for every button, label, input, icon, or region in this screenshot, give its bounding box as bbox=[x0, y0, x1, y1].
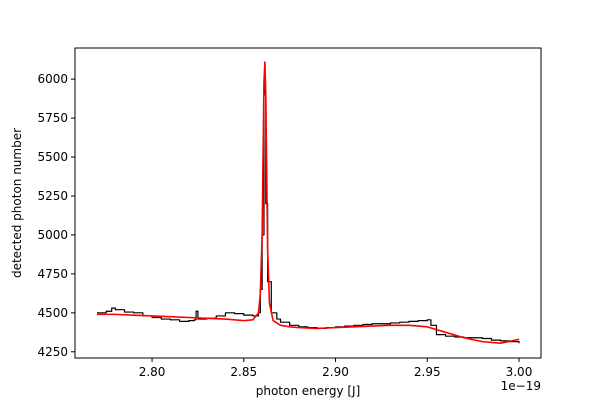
x-tick-label: 2.95 bbox=[414, 365, 441, 379]
fit-line bbox=[97, 61, 520, 344]
ticks-layer: 2.80 2.85 2.90 2.95 3.00 4250 4500 4750 5000 5250… bbox=[37, 72, 532, 379]
y-tick-label: 5500 bbox=[37, 150, 68, 164]
y-tick-label: 5250 bbox=[37, 189, 68, 203]
y-tick-label: 6000 bbox=[37, 72, 68, 86]
y-tick-label: 5750 bbox=[37, 111, 68, 125]
x-axis-label: photon energy [J] bbox=[256, 384, 361, 398]
y-tick-label: 4250 bbox=[37, 345, 68, 359]
x-axis-offset-label: 1e−19 bbox=[501, 379, 541, 393]
y-axis-label: detected photon number bbox=[10, 128, 24, 278]
y-tick-label: 5000 bbox=[37, 228, 68, 242]
y-tick-label: 4500 bbox=[37, 306, 68, 320]
x-tick-label: 2.80 bbox=[139, 365, 166, 379]
x-tick-label: 2.90 bbox=[322, 365, 349, 379]
y-tick-label: 4750 bbox=[37, 267, 68, 281]
x-tick-label: 3.00 bbox=[506, 365, 533, 379]
series-layer bbox=[97, 61, 520, 344]
plot-frame bbox=[74, 47, 542, 359]
x-tick-label: 2.85 bbox=[230, 365, 257, 379]
